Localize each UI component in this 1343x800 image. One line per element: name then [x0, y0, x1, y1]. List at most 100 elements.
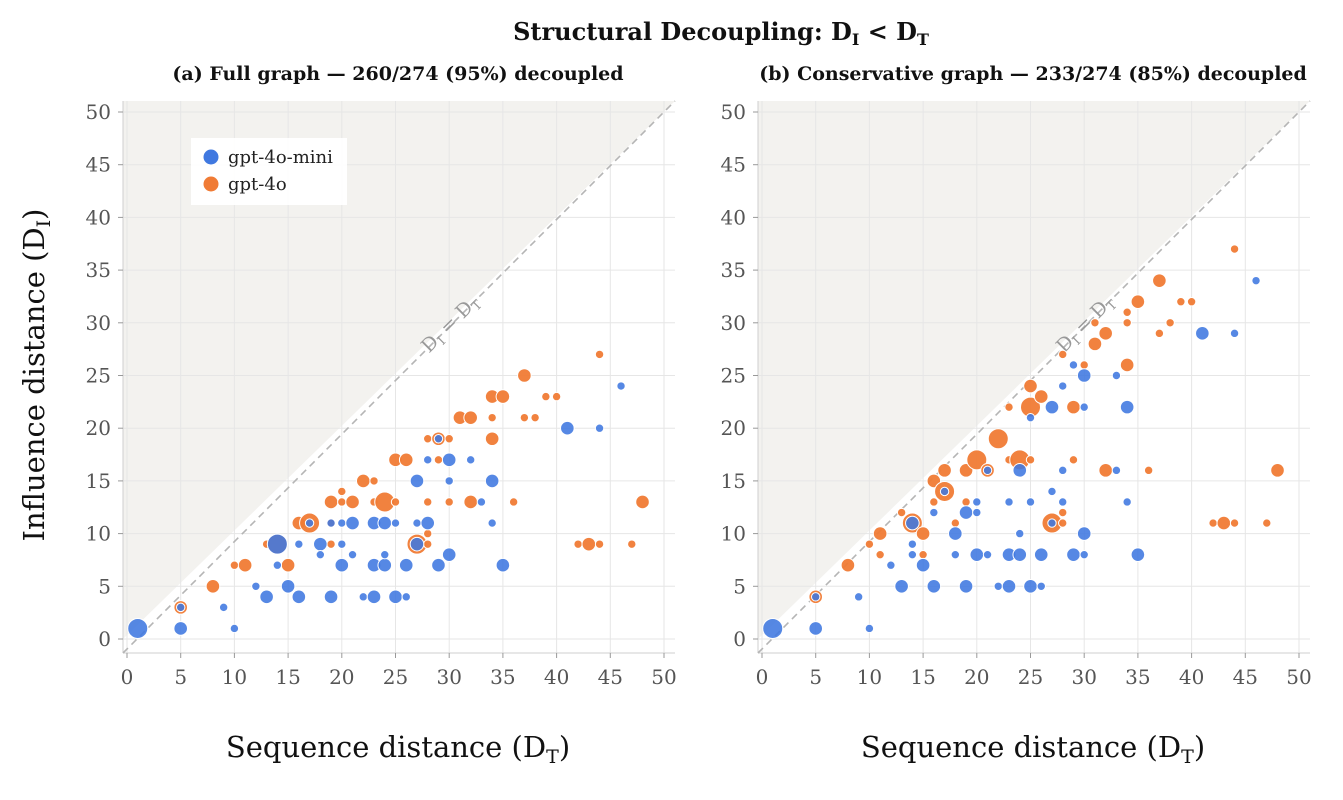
panel-a-point-gpt-4o-mini-41 — [444, 476, 454, 486]
panel-a-y-tick-40: 40 — [86, 205, 111, 229]
panel-b-x-axis-title: Sequence distance (DT) — [861, 730, 1205, 768]
suptitle-main: Structural Decoupling: D — [513, 17, 852, 46]
panel-b-point-gpt-4o-mini-51 — [1130, 547, 1146, 562]
panel-a-point-gpt-4o-mini-26 — [377, 515, 393, 531]
panel-a-x-title-main: Sequence distance (D — [226, 730, 546, 764]
panel-b-point-gpt-4o-2 — [864, 539, 875, 549]
panel-b-point-gpt-4o-mini-13 — [939, 486, 950, 497]
panel-b-decoupling-region — [758, 101, 1310, 639]
panel-a-point-gpt-4o-1 — [205, 579, 221, 594]
panel-b-point-gpt-4o-mini-44 — [1076, 526, 1092, 541]
panel-a-point-gpt-4o-20 — [390, 497, 401, 507]
panel-b-point-gpt-4o-mini-30 — [1023, 579, 1038, 594]
panel-b-y-tick-35: 35 — [721, 258, 746, 282]
panel-a-title: (a) Full graph — 260/274 (95%) decoupled — [172, 63, 623, 85]
panel-b-x-tick-20: 20 — [964, 665, 989, 689]
panel-b-point-gpt-4o-38 — [1122, 318, 1132, 328]
panel-a-y-tick-20: 20 — [86, 416, 111, 440]
panel-b-point-gpt-4o-mini-46 — [1076, 368, 1092, 383]
panel-b-point-gpt-4o-52 — [1270, 463, 1285, 478]
panel-a-point-gpt-4o-mini-32 — [398, 557, 414, 573]
panel-b-point-gpt-4o-mini-42 — [1066, 547, 1081, 562]
suptitle-sub-i: I — [852, 30, 859, 49]
panel-a-point-gpt-4o-17 — [369, 476, 379, 486]
panel-b-point-gpt-4o-46 — [1186, 297, 1197, 307]
panel-b-x-tick-25: 25 — [1018, 665, 1043, 689]
panel-a-point-gpt-4o-mini-7 — [266, 533, 288, 555]
panel-b-title: (b) Conservative graph — 233/274 (85%) d… — [759, 63, 1307, 85]
panel-b-point-gpt-4o-mini-50 — [1119, 399, 1135, 415]
panel-a-point-gpt-4o-mini-30 — [390, 518, 401, 528]
panel-b-point-gpt-4o-30 — [1068, 455, 1079, 465]
panel-a-point-gpt-4o-37 — [495, 389, 511, 404]
legend-marker-gpt-4o-mini — [203, 149, 219, 165]
panel-a-point-gpt-4o-mini-33 — [412, 518, 422, 528]
panel-a-y-tick-10: 10 — [86, 522, 111, 546]
panel-b-point-gpt-4o-13 — [950, 518, 961, 528]
panel-a-point-gpt-4o-46 — [594, 539, 605, 549]
panel-a-point-gpt-4o-mini-34 — [409, 473, 425, 489]
panel-a-point-gpt-4o-mini-38 — [433, 434, 444, 444]
panel-a-plot-area: 0 5 10 15 20 25 30 35 40 45 50 0 5 10 15 20 25 30 35 40 45 50… — [86, 100, 677, 689]
panel-a-point-gpt-4o-45 — [581, 536, 597, 552]
panel-b-y-tick-0: 0 — [733, 627, 746, 651]
legend-box — [191, 138, 347, 205]
panel-b-point-gpt-4o-24 — [1023, 378, 1038, 394]
panel-b-point-gpt-4o-8 — [915, 526, 931, 541]
panel-a-point-gpt-4o-mini-3 — [218, 602, 229, 613]
panel-a-point-gpt-4o-mini-29 — [388, 589, 403, 605]
panel-a-point-gpt-4o-38 — [508, 497, 519, 507]
panel-a-point-gpt-4o-mini-1 — [176, 602, 186, 613]
panel-b-point-gpt-4o-mini-48 — [1111, 370, 1122, 381]
panel-a-point-gpt-4o-mini-9 — [280, 579, 296, 594]
panel-b-point-gpt-4o-mini-29 — [1012, 463, 1028, 478]
panel-b-point-gpt-4o-mini-38 — [1058, 497, 1068, 507]
panel-b-point-gpt-4o-42 — [1154, 328, 1165, 339]
panel-a-x-tick-25: 25 — [383, 665, 408, 689]
panel-b-point-gpt-4o-35 — [1098, 463, 1113, 478]
panel-a-point-gpt-4o-35 — [487, 412, 497, 423]
panel-a-point-gpt-4o-2 — [229, 560, 240, 570]
panel-a-x-tick-35: 35 — [490, 665, 515, 689]
y-axis-title-main: Influence distance (D — [17, 227, 51, 541]
panel-b-point-gpt-4o-mini-37 — [1044, 399, 1060, 415]
panel-b-point-gpt-4o-mini-5 — [886, 560, 896, 570]
panel-b-point-gpt-4o-mini-19 — [972, 507, 982, 518]
panel-a-point-gpt-4o-mini-11 — [291, 589, 307, 605]
panel-b-point-gpt-4o-mini-47 — [1111, 465, 1122, 476]
panel-b-point-gpt-4o-mini-20 — [969, 547, 985, 562]
panel-a-point-gpt-4o-25 — [423, 497, 433, 507]
legend: gpt-4o-mini gpt-4o — [191, 138, 347, 205]
panel-b-point-gpt-4o-7 — [918, 549, 928, 560]
panel-b-point-gpt-4o-39 — [1122, 307, 1132, 317]
panel-a-point-gpt-4o-32 — [463, 410, 478, 425]
panel-a-y-tick-35: 35 — [86, 258, 111, 282]
panel-b-y-tick-40: 40 — [721, 205, 746, 229]
panel-a-point-gpt-4o-34 — [484, 431, 500, 447]
panel-b-plot-area: 0 5 10 15 20 25 30 35 40 45 50 0 5 10 15 20 25 30 35 40 45 50… — [721, 100, 1312, 689]
panel-a-point-gpt-4o-42 — [541, 391, 551, 402]
panel-a-x-tick-10: 10 — [222, 665, 247, 689]
panel-b-y-tick-5: 5 — [733, 574, 746, 598]
panel-a-point-gpt-4o-mini-20 — [347, 549, 358, 560]
panel-b-point-gpt-4o-mini-45 — [1079, 402, 1089, 412]
panel-a-point-gpt-4o-43 — [551, 391, 562, 402]
panel-a-point-gpt-4o-mini-47 — [495, 557, 511, 573]
panel-b-point-gpt-4o-mini-52 — [1195, 326, 1210, 341]
panel-b-point-gpt-4o-mini-7 — [907, 539, 918, 549]
panel-a-y-tick-30: 30 — [86, 311, 111, 335]
panel-b-y-tick-50: 50 — [721, 100, 746, 124]
panel-b-diagonal-line — [757, 100, 1311, 654]
panel-a-point-gpt-4o-mini-44 — [476, 497, 487, 507]
panel-b-x-title-sub: T — [1181, 746, 1194, 768]
panel-b-point-gpt-4o-34 — [1090, 318, 1100, 328]
figure-suptitle: Structural Decoupling: DI < DT — [513, 17, 929, 49]
panel-b-point-gpt-4o-mini-12 — [926, 579, 942, 594]
panel-a-point-gpt-4o-mini-43 — [465, 455, 476, 465]
panel-a-x-axis-title: Sequence distance (DT) — [226, 730, 570, 768]
panel-b-point-gpt-4o-mini-17 — [958, 579, 974, 594]
suptitle-mid: < D — [859, 17, 917, 46]
panel-b-x-tick-50: 50 — [1286, 665, 1311, 689]
panel-a-point-gpt-4o-mini-5 — [251, 581, 261, 591]
panel-b-point-gpt-4o-3 — [872, 526, 888, 541]
